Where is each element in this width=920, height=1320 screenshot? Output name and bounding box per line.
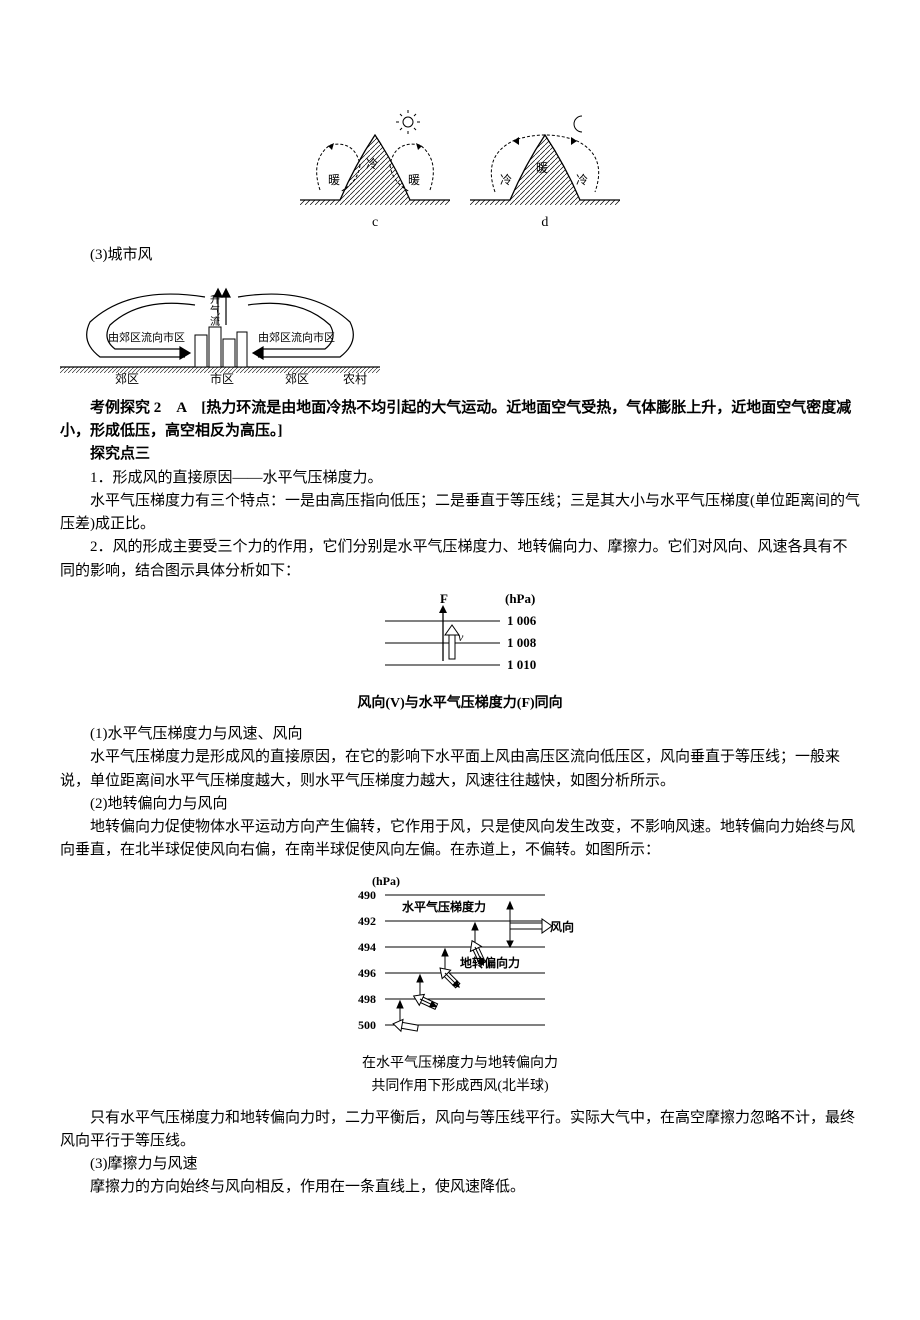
sub2-body: 地转偏向力促使物体水平运动方向产生偏转，它作用于风，只是使风向发生改变，不影响风… [60,816,860,863]
moon-icon [574,116,582,132]
chart1-v-label: v [458,630,464,644]
sun-icon [396,110,420,134]
bottom-label-rural: 农村 [343,372,367,386]
inquiry3-p2-head: 2．风的形成主要受三个力的作用，它们分别是水平气压梯度力、地转偏向力、摩擦力。它… [60,536,860,583]
right-loop-arrow [238,294,353,359]
chart2-caption-2: 共同作用下形成西风(北半球) [330,1076,590,1098]
sub1-head: (1)水平气压梯度力与风速、风向 [60,723,860,746]
chart1-caption: 风向(V)与水平气压梯度力(F)同向 [345,693,575,715]
chart1-val-1006: 1 006 [507,613,537,628]
example2-para: 考例探究 2 A [热力环流是由地面冷热不均引起的大气运动。近地面空气受热，气体… [60,397,860,444]
mountain-valley-diagrams: 暖 冷 暖 c 冷 暖 [60,110,860,234]
chart2-caption-1: 在水平气压梯度力与地转偏向力 [330,1053,590,1075]
chart2-pgf-label: 水平气压梯度力 [402,899,486,914]
section-3-label: (3)城市风 [60,244,860,267]
chart2-y-496: 496 [358,966,376,980]
chart1-v-arrow [445,625,459,659]
chart2-y-494: 494 [358,940,376,954]
chart2: (hPa) 490 492 494 496 498 500 水平气压梯度力 [60,871,860,1099]
buildings-icon [195,327,247,367]
chart1-val-1010: 1 010 [507,657,536,672]
example2-prefix: 考例探究 2 A [90,400,201,416]
bottom-label-suburb-l: 郊区 [115,372,139,386]
chart2-y-492: 492 [358,914,376,928]
inquiry3-title: 探究点三 [60,443,860,466]
sub3-body: 摩擦力的方向始终与风向相反，作用在一条直线上，使风速降低。 [60,1176,860,1199]
city-wind-diagram: 升 气 流 由郊区流向市区 由郊区流向市区 郊区 市区 郊区 农村 [60,277,860,387]
chart1-unit: (hPa) [505,591,535,606]
chart2-wind-label: 风向 [550,919,574,934]
label-cold-right: 冷 [576,173,588,187]
label-warm-right: 暖 [408,173,420,187]
bottom-label-city: 市区 [210,371,234,386]
svg-text:流: 流 [210,315,220,328]
chart1: F (hPa) 1 006 1 008 1 010 v 风向(V)与水 [60,591,860,715]
sub3-head: (3)摩擦力与风速 [60,1153,860,1176]
label-warm-center: 暖 [536,161,548,175]
label-cold-center: 冷 [366,157,378,171]
label-warm-left: 暖 [328,173,340,187]
bottom-label-suburb-r: 郊区 [285,372,309,386]
sub2-post: 只有水平气压梯度力和地转偏向力时，二力平衡后，风向与等压线平行。实际大气中，在高… [60,1107,860,1154]
diagram-c-caption: c [300,212,450,234]
diagram-d: 冷 暖 冷 d [470,110,620,234]
left-flow-label: 由郊区流向市区 [108,330,185,344]
left-loop-arrow [87,294,205,359]
inquiry3-p1-body: 水平气压梯度力有三个特点：一是由高压指向低压；二是垂直于等压线；三是其大小与水平… [60,490,860,537]
chart1-val-1008: 1 008 [507,635,537,650]
chart1-F-label: F [440,591,448,606]
chart2-y-490: 490 [358,888,376,902]
diagram-c: 暖 冷 暖 c [300,110,450,234]
chart2-wind-arrows [392,919,552,1034]
chart2-y-498: 498 [358,992,376,1006]
chart2-unit: (hPa) [372,874,400,888]
svg-text:气: 气 [210,304,220,317]
sub2-head: (2)地转偏向力与风向 [60,793,860,816]
chart2-y-500: 500 [358,1018,376,1032]
chart2-coriolis-label: 地转偏向力 [460,955,520,970]
inquiry3-p1-head: 1．形成风的直接原因——水平气压梯度力。 [60,467,860,490]
sub1-body: 水平气压梯度力是形成风的直接原因，在它的影响下水平面上风由高压区流向低压区，风向… [60,746,860,793]
label-cold-left: 冷 [500,173,512,187]
diagram-d-caption: d [470,212,620,234]
right-flow-label: 由郊区流向市区 [258,330,335,344]
center-flow-label: 升 [210,294,220,306]
